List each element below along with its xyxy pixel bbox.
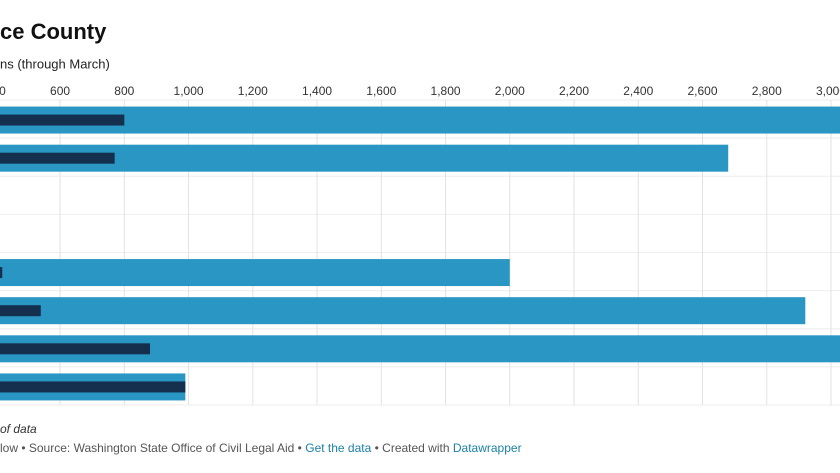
chart-subtitle: ns (through March) — [0, 56, 110, 71]
get-data-link[interactable]: Get the data — [305, 441, 371, 455]
x-tick-label: 2,400 — [623, 84, 653, 98]
bar — [0, 267, 3, 279]
x-tick-label: 400 — [0, 84, 6, 98]
source: low • Source: Washington State Office of… — [0, 441, 302, 455]
x-tick-label: 2,600 — [688, 84, 718, 98]
x-tick-label: 2,800 — [752, 84, 782, 98]
credit-link[interactable]: Datawrapper — [453, 441, 522, 455]
x-tick-label: 3,000 — [816, 84, 840, 98]
bar — [0, 305, 41, 317]
x-tick-label: 2,000 — [495, 84, 525, 98]
x-tick-label: 600 — [50, 84, 70, 98]
bar — [0, 106, 840, 134]
note: of data — [0, 422, 37, 436]
x-tick-label: 1,400 — [302, 84, 332, 98]
bar — [0, 381, 186, 393]
x-tick-label: 2,200 — [559, 84, 589, 98]
bars — [0, 106, 840, 401]
x-tick-label: 800 — [114, 84, 134, 98]
bar — [0, 114, 125, 126]
bar — [0, 343, 151, 355]
footer: low • Source: Washington State Office of… — [0, 441, 522, 455]
x-tick-label: 1,800 — [431, 84, 461, 98]
x-tick-label: 1,600 — [366, 84, 396, 98]
chart-title: ce County — [0, 19, 107, 44]
bar — [0, 259, 510, 287]
bar — [0, 152, 115, 164]
x-tick-label: 1,000 — [174, 84, 204, 98]
x-tick-label: 1,200 — [238, 84, 268, 98]
bar — [0, 144, 729, 172]
bar — [0, 297, 806, 325]
created-with: • Created with — [375, 441, 450, 455]
